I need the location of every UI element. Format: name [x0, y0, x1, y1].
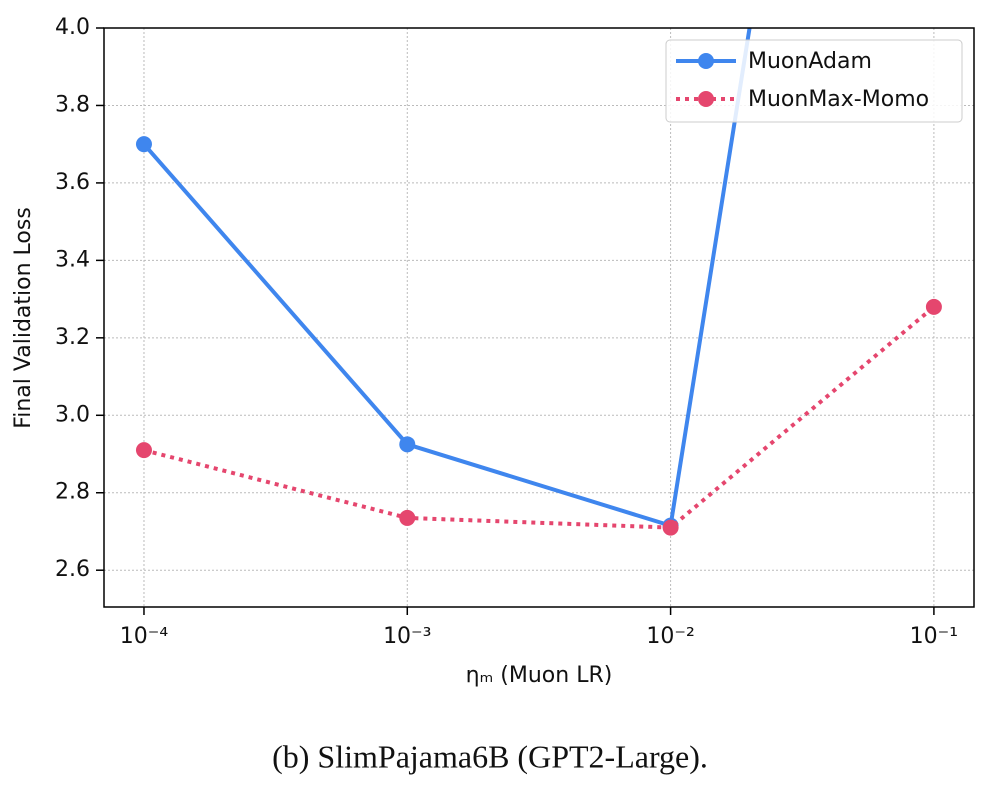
grid: [104, 27, 974, 607]
legend-box: [665, 39, 963, 123]
y-tick-label: 4.0: [55, 15, 90, 40]
data-point: [135, 442, 152, 459]
x-axis-label: ηₘ (Muon LR): [466, 663, 613, 688]
y-tick-label: 3.0: [55, 402, 90, 427]
data-point: [399, 436, 416, 453]
series-line: [143, 305, 936, 530]
plot-area: [135, 28, 942, 536]
x-tick-label: 10⁻⁴: [120, 624, 169, 649]
y-axis-label: Final Validation Loss: [11, 207, 36, 429]
data-point: [135, 136, 152, 153]
caption: (b) SlimPajama6B (GPT2-Large).: [272, 738, 708, 774]
legend-label: MuonAdam: [748, 49, 872, 74]
y-tick-label: 2.6: [55, 557, 90, 582]
legend-marker: [698, 53, 714, 69]
data-point: [925, 298, 942, 315]
axes: 10⁻⁴ 10⁻³ 10⁻² 10⁻¹ 2.6 2.8 3.0 3.2 3.4 3.6 3.8 4.0: [55, 15, 958, 649]
y-tick-label: 3.8: [55, 92, 90, 117]
frame: [103, 27, 975, 608]
y-tick-label: 3.6: [55, 170, 90, 195]
y-tick-label: 2.8: [55, 480, 90, 505]
y-tick-label: 3.4: [55, 247, 90, 272]
x-tick-label: 10⁻¹: [910, 624, 958, 649]
data-point: [662, 519, 679, 536]
legend: MuonAdam MuonMax-Momo: [665, 39, 963, 123]
y-tick-label: 3.2: [55, 325, 90, 350]
series-line: [142, 28, 752, 529]
legend-label: MuonMax-Momo: [748, 87, 929, 112]
x-tick-label: 10⁻²: [646, 624, 694, 649]
legend-marker: [698, 91, 714, 107]
data-point: [399, 509, 416, 526]
x-tick-label: 10⁻³: [383, 624, 431, 649]
